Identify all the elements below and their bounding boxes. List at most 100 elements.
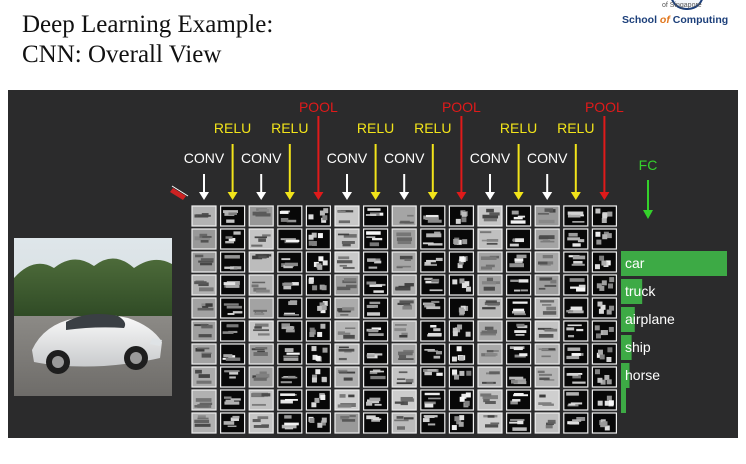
prediction-label-ship: ship [625, 339, 651, 355]
feature-map-cell [563, 389, 589, 411]
feature-map-cell [305, 412, 331, 434]
feature-map-cell [563, 366, 589, 388]
feature-map-cell [248, 366, 274, 388]
layer-label-conv: CONV [184, 150, 225, 166]
feature-map-cell [363, 228, 389, 250]
feature-map-cell [448, 412, 474, 434]
layer-label-pool: POOL [585, 99, 624, 115]
feature-map-cell [591, 366, 618, 388]
feature-map-cell [191, 228, 217, 250]
feature-map-cell [506, 412, 532, 434]
feature-map-cell [334, 366, 360, 388]
feature-map-cell [305, 297, 331, 319]
school-logo: of Singapore School of Computing [622, 0, 740, 34]
prediction-label-horse: horse [625, 367, 660, 383]
arrow-head-icon [643, 210, 653, 219]
feature-map-cell [191, 389, 217, 411]
feature-map-cell [591, 297, 618, 319]
feature-map-cell [506, 297, 532, 319]
feature-map-cell [248, 412, 274, 434]
layer-label-relu: RELU [414, 120, 451, 136]
feature-map-cell [534, 251, 560, 273]
arrow-head-icon [227, 192, 238, 200]
arrow-head-icon [513, 192, 524, 200]
feature-map-cell [220, 228, 246, 250]
prediction-label-car: car [625, 255, 645, 271]
feature-map-cell [448, 297, 474, 319]
feature-map-cell [248, 205, 274, 227]
feature-map-cell [277, 343, 303, 365]
feature-map-cell [477, 251, 503, 273]
feature-map-cell [220, 343, 246, 365]
pen-tip-icon [171, 185, 189, 197]
pen-annotation-icon [170, 188, 186, 200]
arrow-head-icon [485, 192, 495, 200]
layer-label-relu: RELU [214, 120, 251, 136]
feature-map-cell [420, 297, 446, 319]
layer-label-conv: CONV [327, 150, 368, 166]
feature-map-cell [448, 251, 474, 273]
feature-map-cell [334, 343, 360, 365]
feature-map-cell [363, 412, 389, 434]
feature-map-cell [506, 366, 532, 388]
feature-map-cell [334, 205, 360, 227]
feature-map-cell [305, 205, 331, 227]
feature-map-cell [477, 205, 503, 227]
feature-map-cell [305, 228, 331, 250]
feature-map-cell [248, 274, 274, 296]
feature-map-cell [477, 389, 503, 411]
logo-subtitle: of Singapore [662, 2, 702, 9]
arrow-head-icon [570, 192, 581, 200]
layer-label-conv: CONV [470, 150, 511, 166]
prediction-label-airplane: airplane [625, 311, 675, 327]
feature-map-cell [220, 389, 246, 411]
feature-map-cell [391, 251, 417, 273]
prediction-bar-truck [621, 279, 643, 304]
arrow-head-icon [542, 192, 553, 200]
feature-map-cell [220, 274, 246, 296]
feature-map-cell [220, 251, 246, 273]
feature-map-cell [248, 320, 274, 342]
feature-map-cell [420, 412, 446, 434]
arrow-head-icon [256, 192, 267, 200]
arrow-head-icon [342, 192, 352, 200]
feature-map-cell [363, 297, 389, 319]
arrow-head-icon [199, 192, 209, 200]
feature-map-cell [534, 228, 560, 250]
feature-map-cell [391, 343, 417, 365]
feature-map-cell [363, 320, 389, 342]
feature-map-cell [448, 320, 474, 342]
feature-map-cell [563, 251, 589, 273]
feature-map-cell [191, 274, 217, 296]
feature-map-cell [277, 251, 303, 273]
prediction-label-truck: truck [625, 283, 656, 299]
logo-school-name: School of Computing [622, 14, 729, 26]
feature-map-cell [277, 274, 303, 296]
feature-map-cell [477, 297, 503, 319]
arrow-head-icon [456, 192, 467, 200]
feature-map-cell [534, 389, 560, 411]
feature-map-cell [448, 366, 474, 388]
feature-map-cell [391, 389, 417, 411]
feature-map-cell [248, 251, 274, 273]
prediction-bar-ship [621, 335, 632, 360]
feature-map-cell [391, 274, 417, 296]
feature-map-cell [477, 366, 503, 388]
feature-map-cell [448, 274, 474, 296]
slide-title-line1: Deep Learning Example: [22, 11, 274, 38]
feature-map-cell [334, 274, 360, 296]
feature-map-cell [391, 205, 417, 227]
feature-map-cell [248, 228, 274, 250]
arrow-head-icon [370, 192, 381, 200]
fc-label: FC [639, 157, 658, 173]
feature-map-cell [363, 251, 389, 273]
feature-map-cell [534, 205, 560, 227]
slide-title: Deep Learning Example: CNN: Overall View [22, 10, 273, 70]
feature-map-cell [305, 274, 331, 296]
feature-map-cell [391, 297, 417, 319]
arrow-head-icon [399, 192, 410, 200]
feature-map-cell [220, 320, 246, 342]
feature-map-cell [420, 389, 446, 411]
feature-map-cell [477, 412, 503, 434]
